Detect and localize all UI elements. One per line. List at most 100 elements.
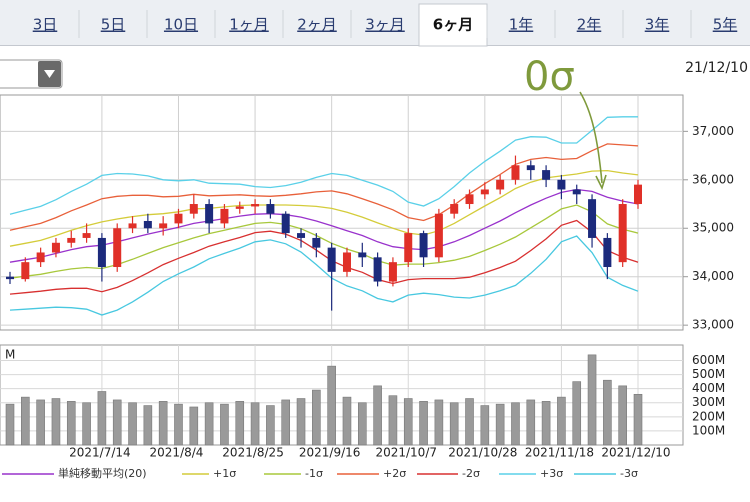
candle-body [51, 242, 60, 253]
candle-body [6, 276, 14, 280]
volume-bar [97, 391, 107, 446]
volume-bar [388, 395, 398, 446]
x-tick-label: 2021/7/14 [69, 446, 131, 460]
candle-body [82, 233, 91, 238]
y-tick-label: 34,000 [692, 269, 734, 283]
candle-body [450, 204, 459, 214]
volume-bar [618, 385, 627, 446]
candle-body [404, 233, 413, 263]
x-tick-label: 2021/11/18 [525, 446, 594, 460]
candle-body [97, 237, 106, 268]
candle-body [220, 208, 229, 224]
tab[interactable]: 6ヶ月 [433, 16, 473, 34]
volume-bar [434, 399, 444, 446]
candle-body [511, 165, 520, 180]
candle-body [67, 237, 76, 243]
volume-bar [327, 365, 336, 446]
band-line [9, 143, 639, 231]
volume-bar [603, 379, 612, 446]
tab[interactable]: 3年 [645, 16, 670, 34]
candle-body [603, 237, 612, 268]
volume-bar [419, 401, 428, 446]
candle-body [434, 213, 443, 258]
candle-body [588, 199, 597, 238]
candle-body [312, 237, 321, 248]
legend-label: 単純移動平均(20) [58, 466, 147, 480]
volume-bar [128, 402, 137, 446]
volume-bar [312, 389, 321, 446]
volume-bar [557, 396, 566, 446]
x-tick-label: 2021/8/4 [150, 446, 204, 460]
candle-body [113, 228, 122, 268]
legend-label: -3σ [620, 467, 638, 480]
candle-body [557, 179, 566, 190]
volume-bar [266, 405, 275, 446]
volume-tick-label: 400M [692, 381, 725, 395]
candle-body [266, 204, 275, 214]
volume-bar [235, 401, 245, 446]
volume-tick-label: 200M [692, 409, 725, 423]
tab[interactable]: 10日 [164, 16, 198, 34]
candle-body [373, 257, 382, 282]
price-panel [0, 94, 684, 331]
volume-bar [250, 402, 260, 446]
volume-bar [220, 403, 229, 446]
volume-bar [112, 399, 122, 446]
volume-bar [449, 402, 459, 446]
range-dropdown[interactable] [0, 59, 63, 89]
candle-body [618, 204, 627, 263]
tab[interactable]: 2ヶ月 [297, 16, 337, 34]
volume-bar [541, 401, 551, 446]
tab[interactable]: 5年 [713, 16, 738, 34]
volume-tick-label: 100M [692, 423, 725, 437]
volume-bar [587, 354, 597, 446]
annotation-arrow [579, 91, 603, 184]
x-tick-label: 2021/10/28 [448, 446, 517, 460]
y-tick-label: 35,000 [692, 221, 734, 235]
candle-body [36, 252, 45, 263]
volume-bar [204, 402, 214, 446]
tab[interactable]: 3日 [33, 16, 58, 34]
volume-bar [66, 401, 76, 446]
candle-body [281, 213, 290, 234]
tab-selected-bg [418, 3, 488, 47]
tab-bar [0, 0, 750, 46]
candle-body [235, 206, 244, 209]
tab[interactable]: 1ヶ月 [229, 16, 269, 34]
tab[interactable]: 2年 [577, 16, 602, 34]
volume-bar [480, 405, 490, 446]
tab[interactable]: 5日 [101, 16, 126, 34]
legend-label: +1σ [213, 467, 236, 480]
chart-date: 21/12/10 [685, 60, 748, 76]
tab[interactable]: 3ヶ月 [365, 16, 405, 34]
tab-group: 3日 5日 10日 1ヶ月 2ヶ月 3ヶ月 6ヶ月 1年 2年 3年 5年 [33, 3, 738, 47]
candle-body [572, 189, 581, 195]
volume-tick-label: 300M [692, 395, 725, 409]
band-line [9, 235, 639, 316]
volume-bar [36, 399, 45, 446]
legend-label: +3σ [540, 467, 563, 480]
volume-bar [526, 399, 536, 446]
dropdown-arrow [44, 70, 55, 78]
volume-unit: M [5, 348, 15, 362]
volume-bar [511, 402, 520, 446]
candle-body [128, 223, 137, 229]
tab[interactable]: 1年 [509, 16, 534, 34]
legend-label: -1σ [305, 467, 323, 480]
candle-body [342, 252, 351, 272]
volume-bar [296, 398, 306, 446]
candle-body [419, 233, 428, 258]
volume-bar [342, 396, 352, 446]
volume-bar [174, 403, 183, 446]
band-line [9, 169, 639, 247]
candle-body [480, 189, 489, 195]
annotation-arrowhead [595, 174, 607, 191]
x-tick-label: 2021/10/7 [375, 446, 437, 460]
candle-body [205, 204, 214, 224]
volume-bar [51, 398, 61, 446]
candle-body [174, 213, 183, 224]
volume-bar [5, 403, 15, 446]
volume-bar [281, 399, 291, 446]
volume-bar [633, 393, 643, 446]
